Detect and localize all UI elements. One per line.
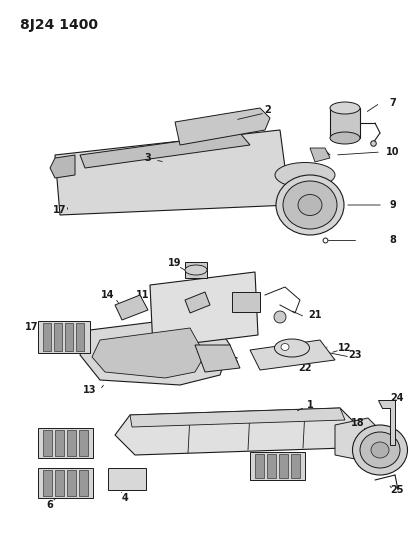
- Circle shape: [274, 311, 286, 323]
- Bar: [76, 323, 84, 351]
- Polygon shape: [50, 155, 75, 178]
- Text: 8: 8: [389, 235, 396, 245]
- Bar: [108, 468, 146, 490]
- Bar: [232, 292, 260, 312]
- Text: 14: 14: [101, 290, 115, 300]
- Text: 4: 4: [121, 493, 128, 503]
- Text: 11: 11: [136, 290, 150, 300]
- Polygon shape: [185, 292, 210, 313]
- Ellipse shape: [330, 102, 360, 114]
- Text: 2: 2: [265, 105, 272, 115]
- Bar: [38, 468, 93, 498]
- Text: 6: 6: [47, 500, 54, 510]
- Text: 8J24 1400: 8J24 1400: [20, 18, 99, 32]
- Polygon shape: [80, 315, 230, 385]
- Ellipse shape: [298, 195, 322, 215]
- Polygon shape: [335, 418, 390, 460]
- Ellipse shape: [371, 442, 389, 458]
- Bar: [291, 454, 300, 478]
- Bar: [43, 430, 52, 456]
- Ellipse shape: [275, 163, 335, 188]
- Polygon shape: [378, 400, 395, 445]
- Ellipse shape: [360, 432, 400, 468]
- Text: 10: 10: [386, 147, 400, 157]
- Text: 23: 23: [348, 350, 362, 360]
- Text: 13: 13: [83, 385, 97, 395]
- Text: 15: 15: [208, 291, 222, 301]
- Bar: [267, 454, 276, 478]
- Ellipse shape: [281, 343, 289, 351]
- Polygon shape: [130, 408, 345, 427]
- Polygon shape: [115, 408, 360, 455]
- Text: 22: 22: [298, 363, 312, 373]
- Bar: [79, 470, 88, 496]
- Polygon shape: [250, 340, 335, 370]
- Text: 25: 25: [390, 485, 404, 495]
- Bar: [250, 452, 305, 480]
- Bar: [67, 430, 76, 456]
- Bar: [255, 454, 264, 478]
- Bar: [55, 470, 64, 496]
- Text: 5: 5: [47, 442, 54, 452]
- Bar: [38, 321, 90, 353]
- Polygon shape: [80, 133, 250, 168]
- Bar: [279, 454, 288, 478]
- Bar: [43, 323, 51, 351]
- Text: 16: 16: [226, 357, 240, 367]
- Text: 17: 17: [53, 205, 67, 215]
- Bar: [185, 262, 207, 278]
- Polygon shape: [330, 108, 360, 138]
- Bar: [65, 323, 73, 351]
- Polygon shape: [195, 345, 240, 372]
- Bar: [43, 470, 52, 496]
- Ellipse shape: [353, 425, 407, 475]
- Text: 18: 18: [351, 418, 365, 428]
- Text: 20: 20: [233, 320, 247, 330]
- Text: 12: 12: [338, 343, 352, 353]
- Polygon shape: [115, 295, 148, 320]
- Text: 21: 21: [308, 310, 322, 320]
- Text: 24: 24: [390, 393, 404, 403]
- Polygon shape: [150, 272, 258, 348]
- Bar: [79, 430, 88, 456]
- Text: 1: 1: [307, 400, 313, 410]
- Text: 7: 7: [390, 98, 396, 108]
- Text: 3: 3: [145, 153, 151, 163]
- Bar: [55, 430, 64, 456]
- Polygon shape: [92, 328, 205, 378]
- Ellipse shape: [274, 339, 310, 357]
- Text: 9: 9: [390, 200, 396, 210]
- Text: 17: 17: [25, 322, 39, 332]
- Polygon shape: [175, 108, 270, 145]
- Text: 19: 19: [168, 258, 182, 268]
- Bar: [67, 470, 76, 496]
- Ellipse shape: [283, 181, 337, 229]
- Polygon shape: [55, 130, 290, 215]
- Ellipse shape: [330, 132, 360, 144]
- Ellipse shape: [185, 265, 207, 275]
- Polygon shape: [310, 148, 330, 162]
- Bar: [38, 428, 93, 458]
- Bar: [54, 323, 62, 351]
- Ellipse shape: [276, 175, 344, 235]
